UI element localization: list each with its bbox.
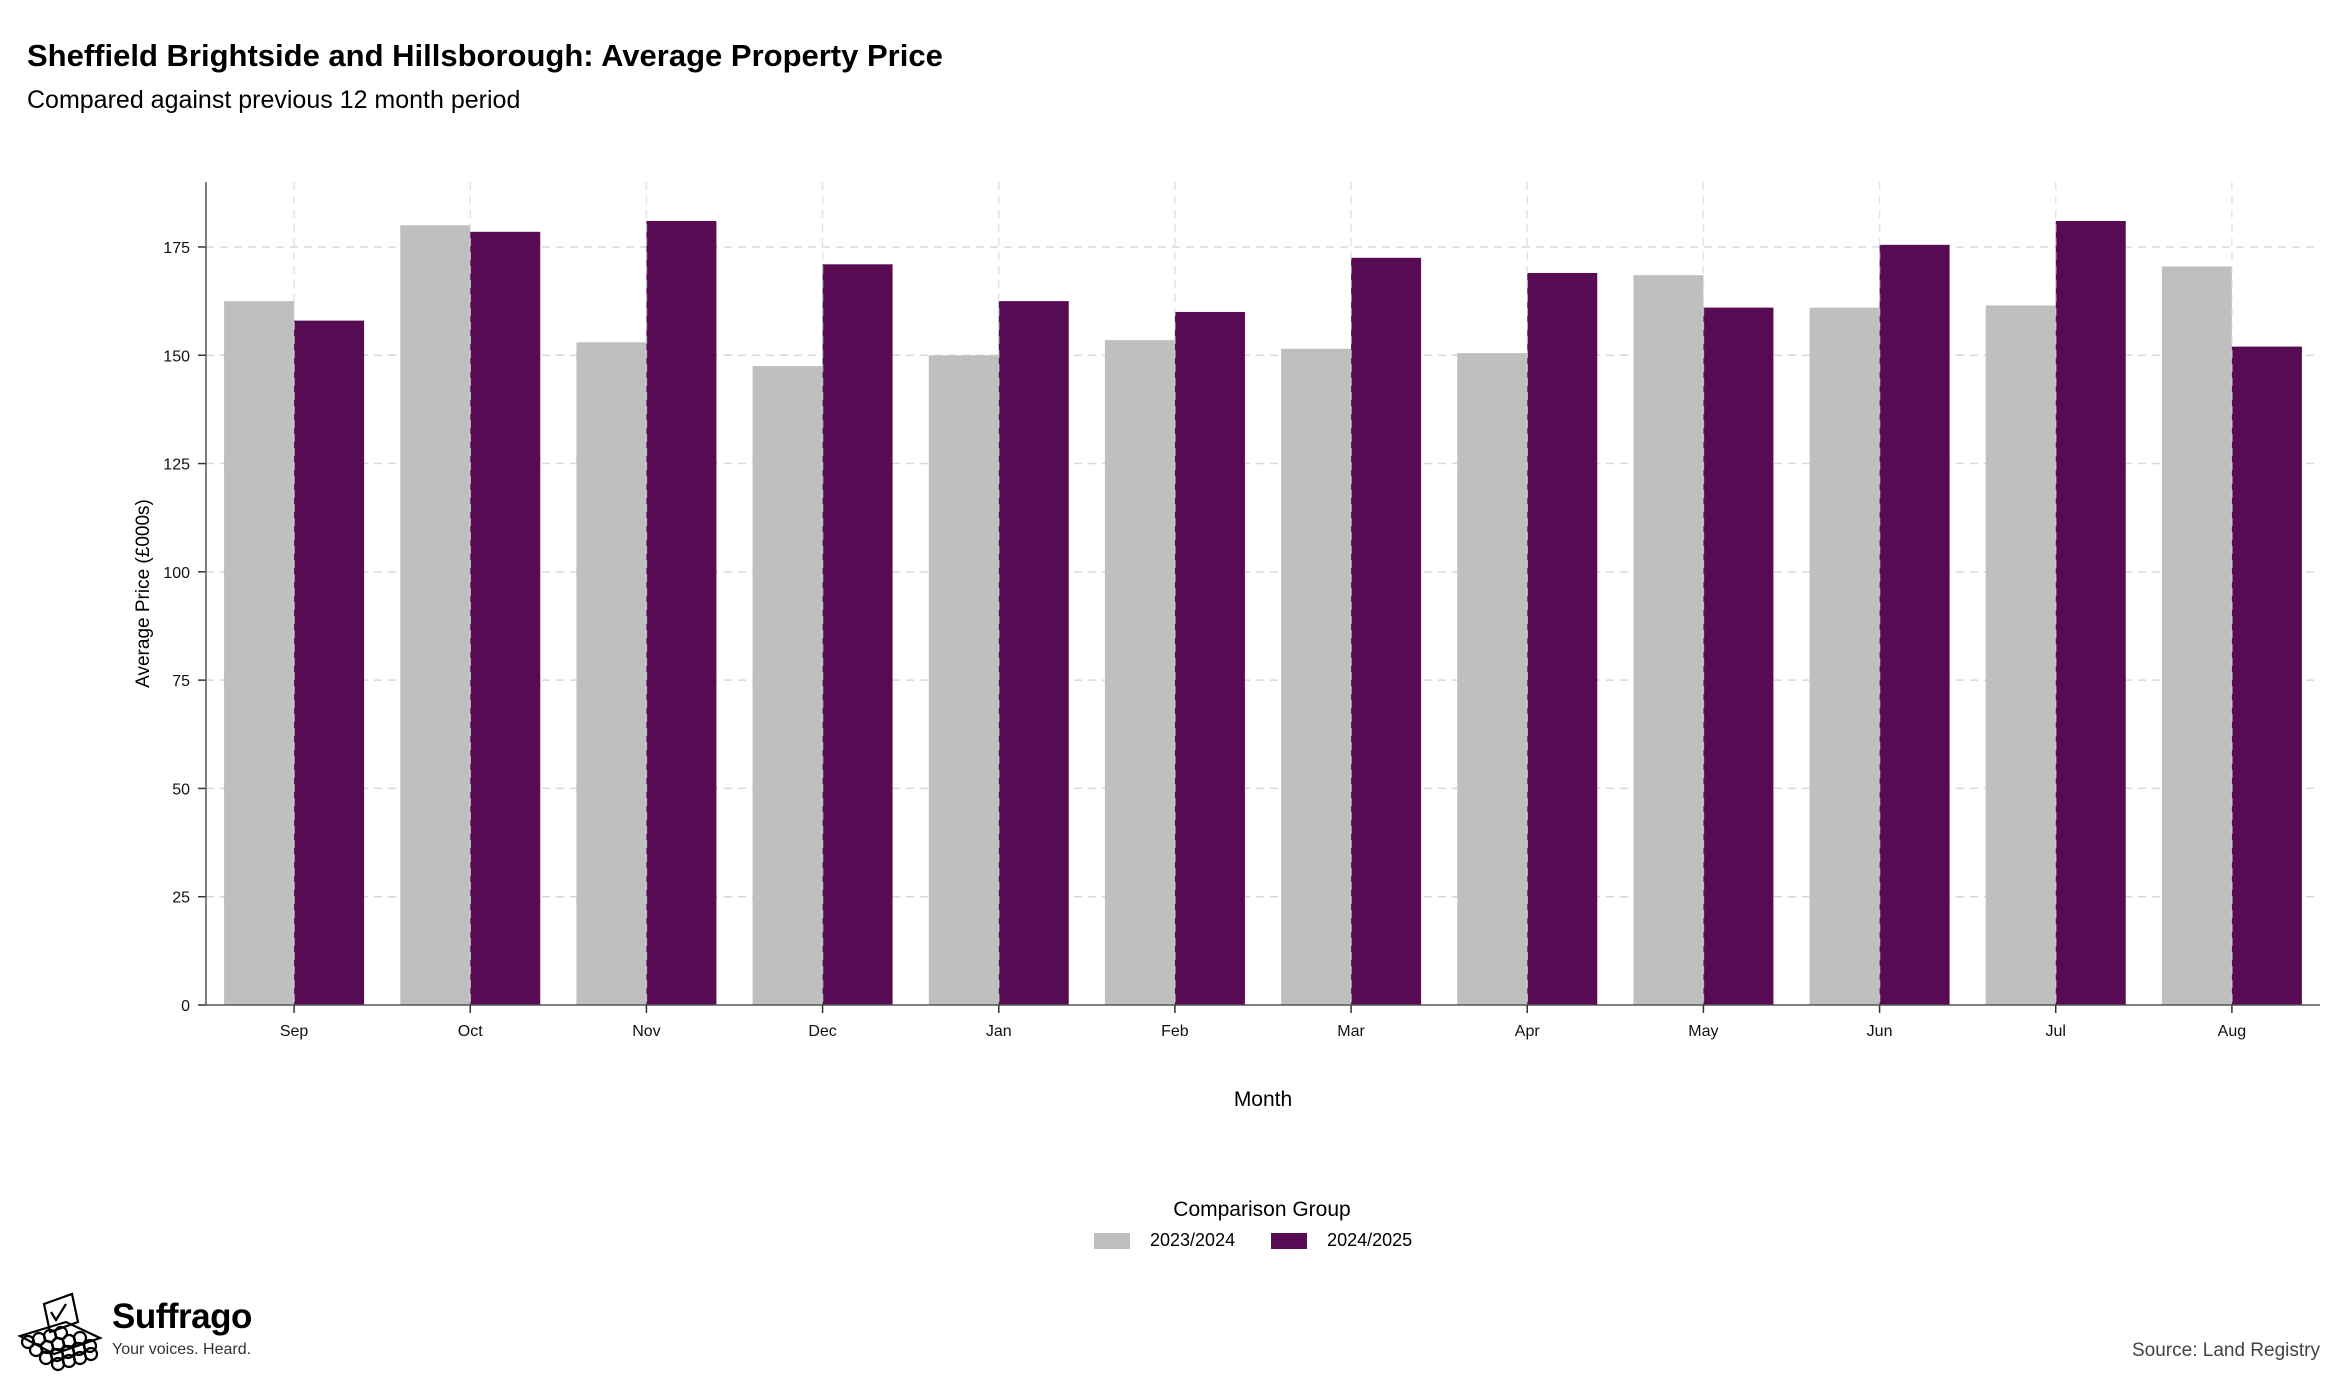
bar-2024-2025-jun (1879, 244, 1950, 1006)
bar-2023-2024-mar (1281, 348, 1352, 1006)
x-tick-label: May (1688, 1023, 1718, 1040)
legend: 2023/2024 2024/2025 (1094, 1230, 1448, 1251)
x-tick-label: Jan (986, 1023, 1012, 1040)
bar-chart: 0 25 50 75 100 125 150 175 Sep Oct Nov Dec Jan Feb Mar… (133, 182, 2320, 1111)
bar-2023-2024-sep (224, 301, 295, 1005)
legend-item-2024-2025: 2024/2025 (1271, 1230, 1412, 1251)
x-tick-label: Jul (2046, 1023, 2066, 1040)
x-tick-label: Apr (1515, 1023, 1541, 1040)
y-tick-label: 75 (172, 673, 190, 690)
bar-2024-2025-may (1703, 307, 1774, 1005)
x-tick-label: Mar (1337, 1023, 1365, 1040)
legend-label-2023-2024: 2023/2024 (1150, 1230, 1236, 1250)
bar-2023-2024-nov (576, 342, 647, 1005)
bar-2024-2025-nov (646, 220, 717, 1006)
y-tick-label: 50 (172, 781, 190, 798)
bar-2024-2025-feb (1174, 311, 1245, 1005)
x-tick-label: Jun (1867, 1023, 1893, 1040)
x-tick-label: Dec (808, 1023, 836, 1040)
bar-2023-2024-oct (400, 225, 471, 1005)
chart-title: Sheffield Brightside and Hillsborough: A… (27, 38, 943, 73)
bar-2024-2025-oct (470, 231, 541, 1005)
y-axis-title: Average Price (£000s) (133, 499, 154, 688)
source-note: Source: Land Registry (2132, 1340, 2320, 1361)
legend-swatch-2023-2024 (1094, 1232, 1130, 1249)
x-tick-label: Oct (458, 1023, 483, 1040)
y-tick-label: 125 (163, 457, 190, 474)
bar-2023-2024-may (1633, 275, 1704, 1006)
brand-name: Suffrago (112, 1297, 252, 1336)
bar-2023-2024-jan (928, 355, 999, 1005)
x-tick-label: Aug (2218, 1023, 2246, 1040)
bar-2024-2025-jan (998, 301, 1069, 1005)
y-tick-label: 25 (172, 890, 190, 907)
ballot-box-icon (17, 1292, 103, 1372)
chart-subtitle: Compared against previous 12 month perio… (27, 86, 521, 114)
brand-tagline: Your voices. Heard. (112, 1341, 252, 1358)
legend-item-2023-2024: 2023/2024 (1094, 1230, 1235, 1251)
bar-2024-2025-aug (2231, 346, 2302, 1006)
legend-label-2024-2025: 2024/2025 (1327, 1230, 1413, 1250)
bar-2024-2025-sep (294, 320, 365, 1005)
bar-2023-2024-jul (1985, 305, 2056, 1005)
bar-2024-2025-jul (2055, 220, 2126, 1006)
x-tick-label: Feb (1161, 1023, 1189, 1040)
x-tick-label: Nov (632, 1023, 660, 1040)
bar-2023-2024-apr (1457, 353, 1528, 1005)
suffrago-logo: Suffrago Your voices. Heard. (14, 1292, 252, 1372)
bar-2024-2025-dec (822, 264, 893, 1005)
y-tick-label: 0 (181, 998, 190, 1015)
legend-title: Comparison Group (1173, 1198, 1351, 1221)
y-tick-label: 100 (163, 565, 190, 582)
y-tick-label: 175 (163, 240, 190, 257)
bar-2023-2024-aug (2161, 266, 2232, 1005)
x-axis-title: Month (1234, 1088, 1292, 1111)
bar-2023-2024-dec (752, 366, 823, 1005)
legend-swatch-2024-2025 (1271, 1232, 1308, 1249)
bar-2024-2025-apr (1527, 272, 1598, 1006)
y-tick-label: 150 (163, 348, 190, 365)
x-tick-label: Sep (280, 1023, 309, 1040)
bar-2023-2024-jun (1809, 307, 1880, 1005)
bar-2023-2024-feb (1104, 340, 1175, 1005)
bar-2024-2025-mar (1351, 257, 1422, 1006)
